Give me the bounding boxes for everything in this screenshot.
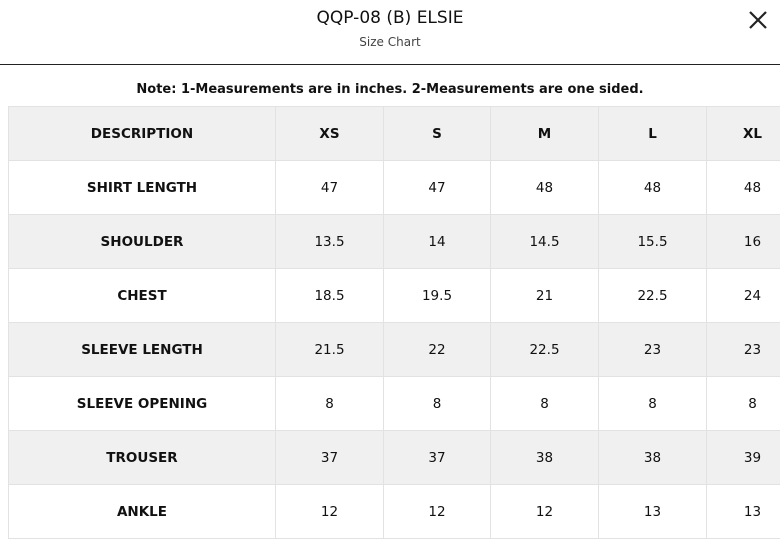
cell: 12 — [383, 484, 491, 539]
cell: 37 — [275, 430, 384, 485]
table-row: SLEEVE LENGTH 21.5 22 22.5 23 23 — [8, 322, 780, 377]
cell: 18.5 — [275, 268, 384, 323]
column-header: XL — [706, 106, 780, 161]
cell: 8 — [383, 376, 491, 431]
row-label: SLEEVE OPENING — [8, 376, 276, 431]
row-label: TROUSER — [8, 430, 276, 485]
cell: 8 — [490, 376, 599, 431]
cell: 15.5 — [598, 214, 707, 269]
cell: 12 — [275, 484, 384, 539]
row-label: ANKLE — [8, 484, 276, 539]
size-table: DESCRIPTION XS S M L XL SHIRT LENGTH 47 47 48 48 4… — [8, 106, 780, 539]
table-row: SHIRT LENGTH 47 47 48 48 48 — [8, 160, 780, 215]
modal-title: QQP-08 (B) ELSIE — [316, 8, 464, 28]
modal-subtitle: Size Chart — [359, 35, 421, 49]
table-row: SHOULDER 13.5 14 14.5 15.5 16 — [8, 214, 780, 269]
table-row: TROUSER 37 37 38 38 39 — [8, 430, 780, 485]
cell: 8 — [598, 376, 707, 431]
close-button[interactable] — [746, 8, 770, 32]
cell: 23 — [598, 322, 707, 377]
cell: 8 — [706, 376, 780, 431]
table-row: ANKLE 12 12 12 13 13 — [8, 484, 780, 539]
table-row: CHEST 18.5 19.5 21 22.5 24 — [8, 268, 780, 323]
cell: 37 — [383, 430, 491, 485]
column-header: XS — [275, 106, 384, 161]
cell: 48 — [490, 160, 599, 215]
row-label: SHOULDER — [8, 214, 276, 269]
cell: 47 — [275, 160, 384, 215]
cell: 23 — [706, 322, 780, 377]
cell: 47 — [383, 160, 491, 215]
cell: 39 — [706, 430, 780, 485]
cell: 12 — [490, 484, 599, 539]
cell: 21 — [490, 268, 599, 323]
cell: 13 — [598, 484, 707, 539]
cell: 21.5 — [275, 322, 384, 377]
cell: 38 — [490, 430, 599, 485]
cell: 22.5 — [598, 268, 707, 323]
row-label: CHEST — [8, 268, 276, 323]
cell: 14 — [383, 214, 491, 269]
note: Note: 1-Measurements are in inches. 2-Me… — [136, 82, 644, 97]
cell: 14.5 — [490, 214, 599, 269]
cell: 24 — [706, 268, 780, 323]
table-row: SLEEVE OPENING 8 8 8 8 8 — [8, 376, 780, 431]
row-label: SLEEVE LENGTH — [8, 322, 276, 377]
cell: 13 — [706, 484, 780, 539]
column-header: M — [490, 106, 599, 161]
column-header: DESCRIPTION — [8, 106, 276, 161]
cell: 38 — [598, 430, 707, 485]
cell: 22 — [383, 322, 491, 377]
header-row: DESCRIPTION XS S M L XL — [8, 106, 780, 161]
modal-header: QQP-08 (B) ELSIE Size Chart — [0, 0, 780, 65]
cell: 48 — [598, 160, 707, 215]
cell: 48 — [706, 160, 780, 215]
row-label: SHIRT LENGTH — [8, 160, 276, 215]
cell: 13.5 — [275, 214, 384, 269]
column-header: L — [598, 106, 707, 161]
column-header: S — [383, 106, 491, 161]
cell: 8 — [275, 376, 384, 431]
cell: 16 — [706, 214, 780, 269]
cell: 19.5 — [383, 268, 491, 323]
cell: 22.5 — [490, 322, 599, 377]
